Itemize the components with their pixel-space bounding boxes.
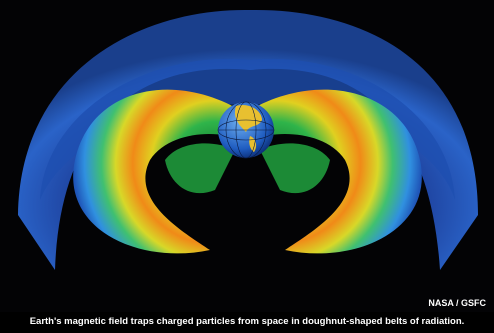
- image-credit: NASA / GSFC: [428, 298, 486, 308]
- image-figure: NASA / GSFC Earth's magnetic field traps…: [0, 0, 494, 333]
- image-caption: Earth's magnetic field traps charged par…: [0, 316, 494, 327]
- radiation-belts-illustration: [0, 0, 494, 312]
